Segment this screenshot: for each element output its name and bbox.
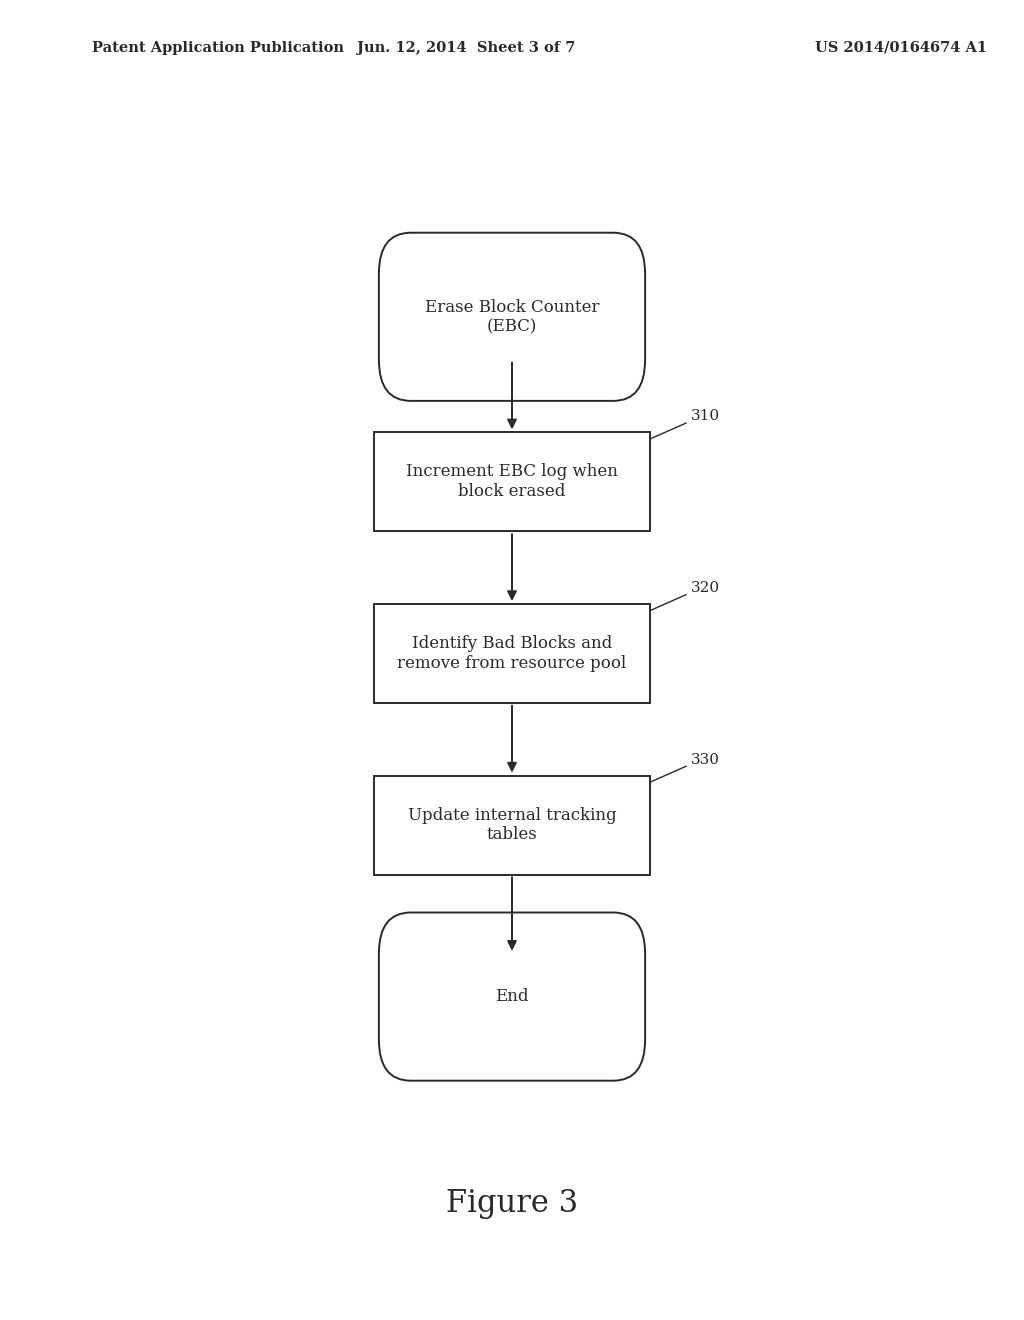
- Text: Patent Application Publication: Patent Application Publication: [92, 41, 344, 54]
- Text: US 2014/0164674 A1: US 2014/0164674 A1: [815, 41, 987, 54]
- Bar: [374, 433, 650, 531]
- Bar: [374, 775, 650, 874]
- Text: Identify Bad Blocks and
remove from resource pool: Identify Bad Blocks and remove from reso…: [397, 635, 627, 672]
- Text: 330: 330: [691, 752, 720, 767]
- Text: End: End: [496, 989, 528, 1005]
- FancyBboxPatch shape: [379, 912, 645, 1081]
- Text: Jun. 12, 2014  Sheet 3 of 7: Jun. 12, 2014 Sheet 3 of 7: [356, 41, 575, 54]
- Text: 320: 320: [691, 581, 720, 595]
- Bar: [374, 605, 650, 702]
- Text: Erase Block Counter
(EBC): Erase Block Counter (EBC): [425, 298, 599, 335]
- FancyBboxPatch shape: [379, 232, 645, 401]
- Text: Figure 3: Figure 3: [445, 1188, 579, 1220]
- Text: Update internal tracking
tables: Update internal tracking tables: [408, 807, 616, 843]
- Text: 310: 310: [691, 409, 720, 424]
- Text: Increment EBC log when
block erased: Increment EBC log when block erased: [407, 463, 617, 500]
